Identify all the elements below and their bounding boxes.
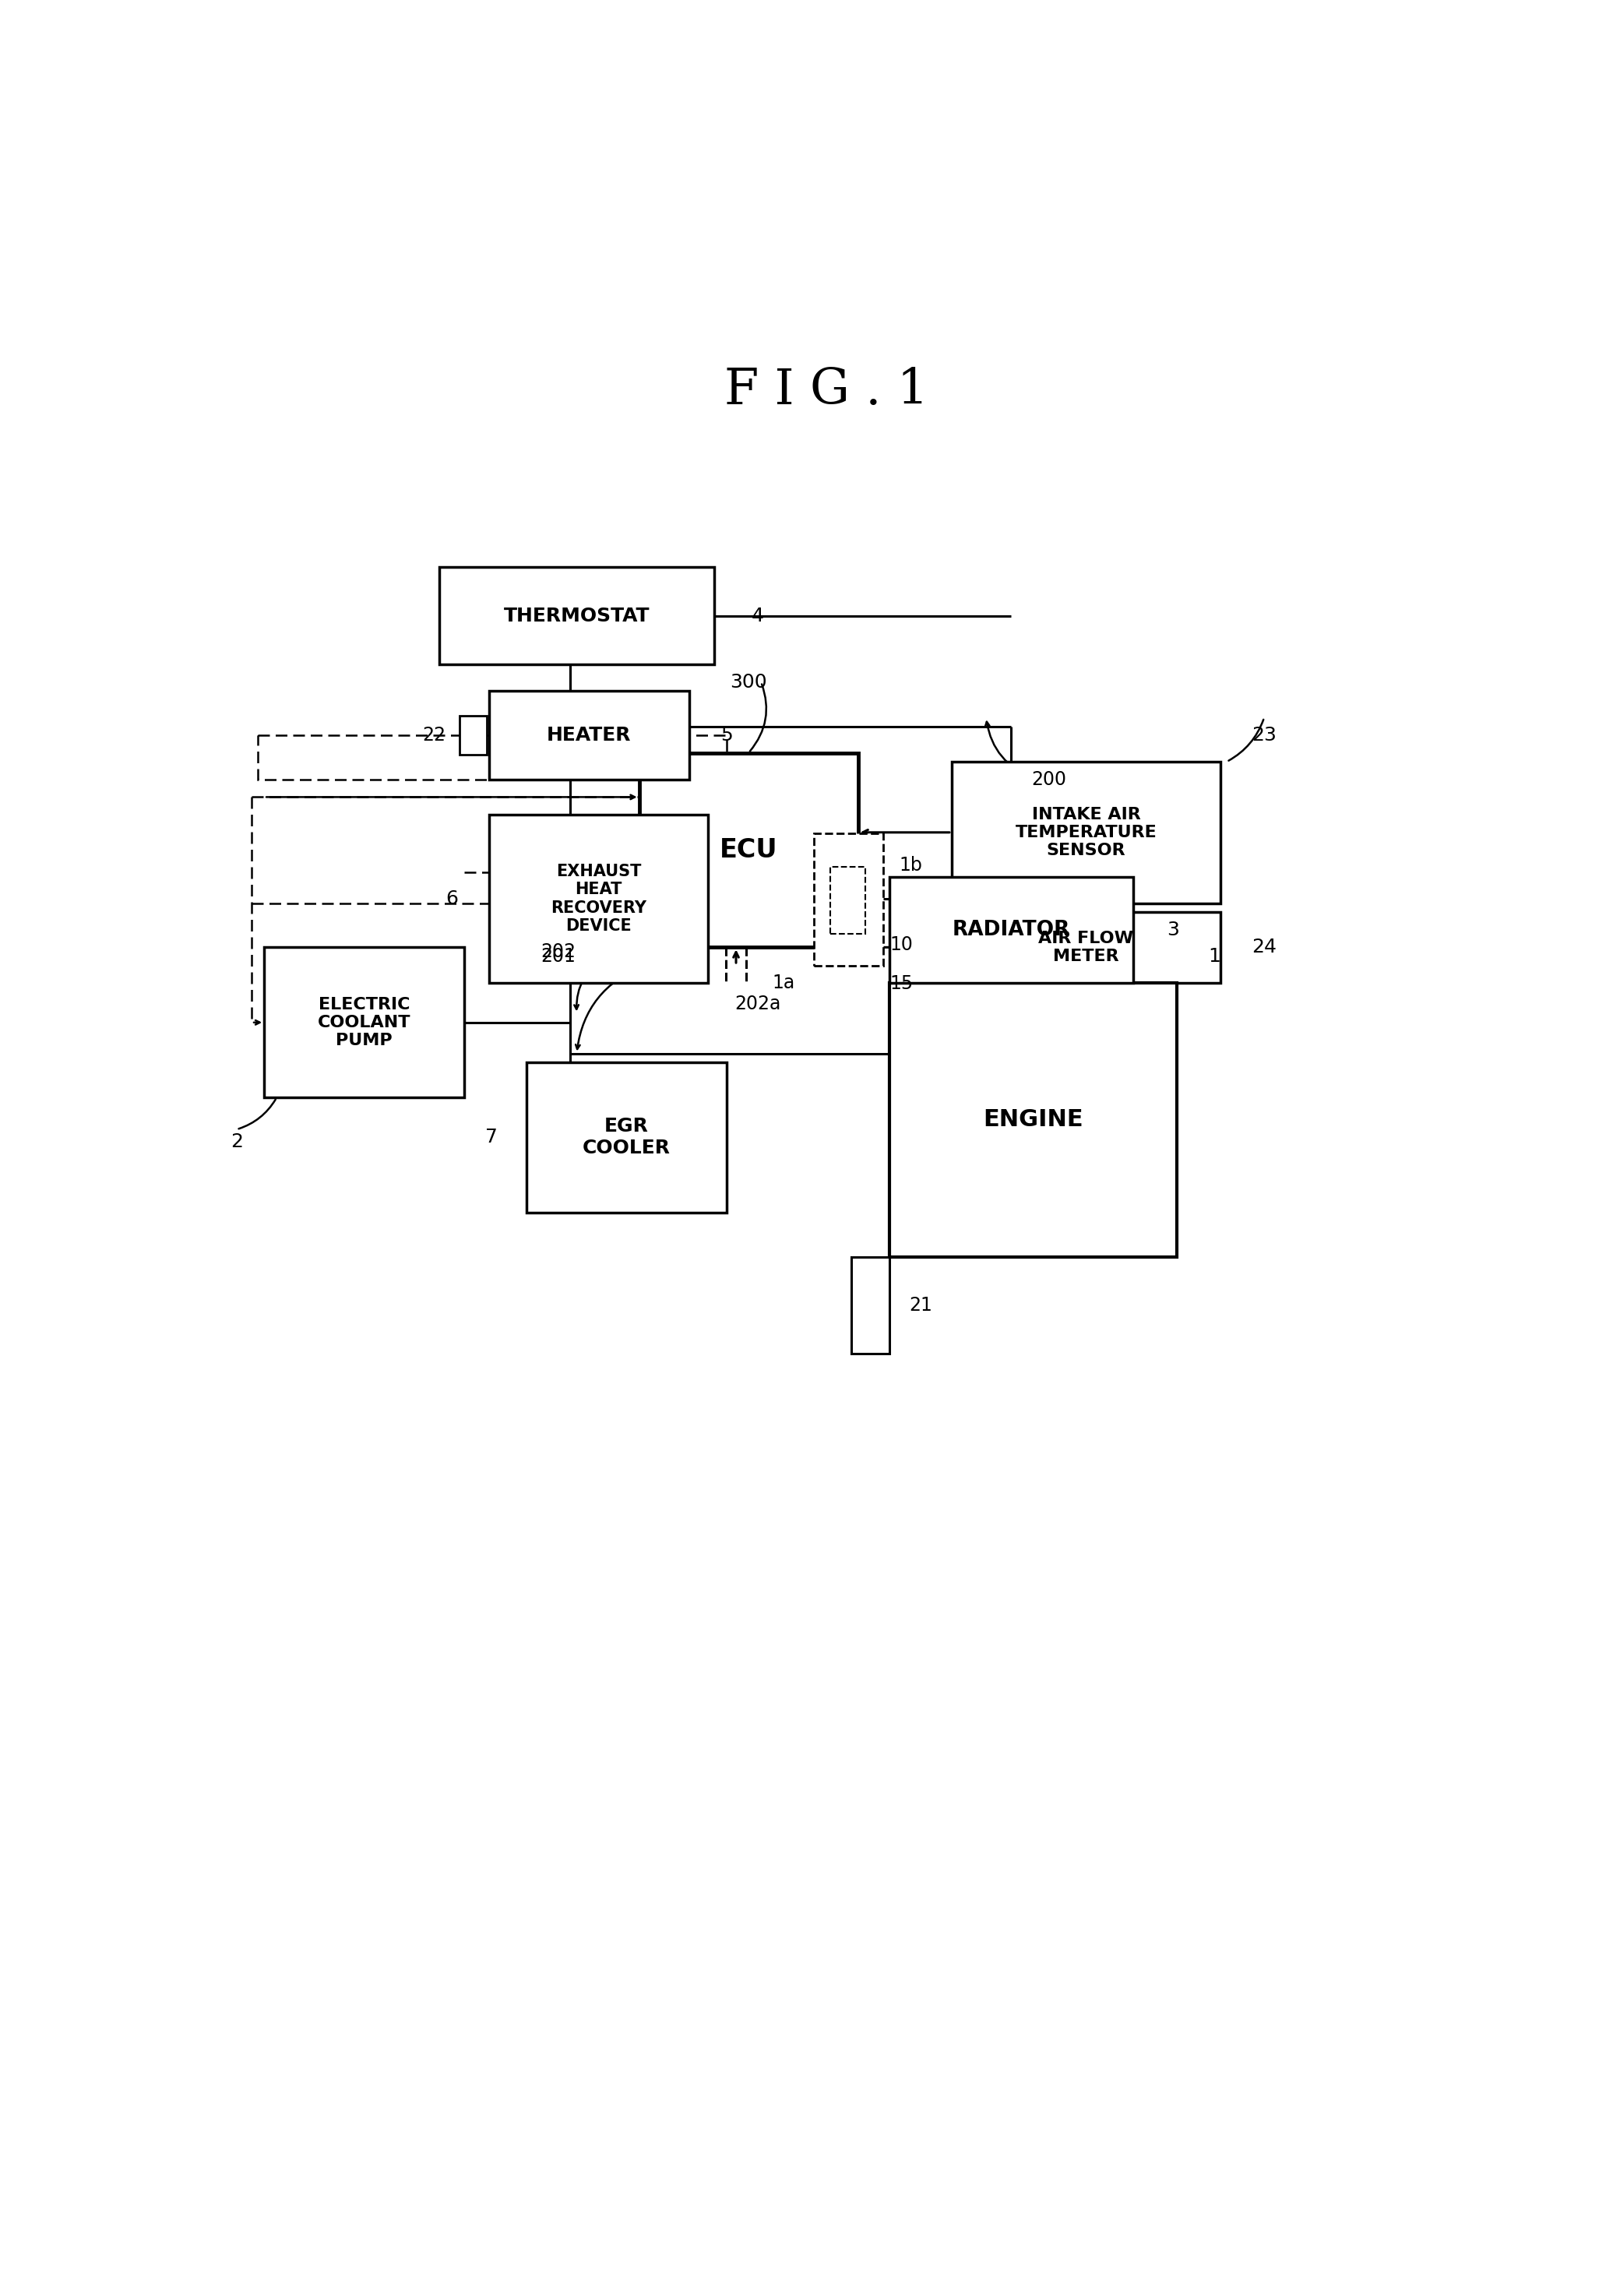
Text: F I G . 1: F I G . 1 (724, 367, 929, 413)
Text: ELECTRIC
COOLANT
PUMP: ELECTRIC COOLANT PUMP (318, 996, 411, 1049)
Text: 1b: 1b (898, 856, 923, 875)
Bar (831, 868, 866, 934)
Text: 1: 1 (1208, 946, 1221, 967)
Text: ENGINE: ENGINE (982, 1109, 1082, 1132)
Text: HEATER: HEATER (547, 726, 631, 744)
Text: 6: 6 (445, 889, 458, 907)
Text: THERMOSTAT: THERMOSTAT (503, 606, 650, 625)
Text: 4: 4 (752, 606, 765, 625)
Text: 15: 15 (890, 974, 913, 992)
FancyBboxPatch shape (526, 1063, 726, 1212)
FancyBboxPatch shape (489, 815, 708, 983)
Text: ECU: ECU (719, 838, 777, 863)
FancyBboxPatch shape (639, 753, 858, 948)
Text: 23: 23 (1252, 726, 1276, 744)
Text: 10: 10 (890, 934, 913, 955)
Bar (815, 833, 882, 967)
FancyBboxPatch shape (265, 948, 465, 1097)
FancyBboxPatch shape (889, 877, 1132, 983)
Text: EGR
COOLER: EGR COOLER (582, 1118, 671, 1157)
Bar (460, 716, 487, 755)
Text: 5: 5 (721, 726, 732, 744)
Text: 22: 22 (423, 726, 445, 744)
FancyBboxPatch shape (439, 567, 715, 664)
Text: 24: 24 (1252, 939, 1276, 957)
Text: 202: 202 (540, 941, 576, 962)
FancyBboxPatch shape (952, 912, 1221, 983)
Text: 202a: 202a (736, 994, 781, 1013)
Text: 2: 2 (231, 1132, 244, 1150)
FancyBboxPatch shape (889, 983, 1177, 1256)
Text: 1a: 1a (773, 974, 795, 992)
Text: 201: 201 (540, 946, 576, 967)
Text: INTAKE AIR
TEMPERATURE
SENSOR: INTAKE AIR TEMPERATURE SENSOR (1015, 806, 1157, 859)
Text: RADIATOR: RADIATOR (952, 918, 1069, 939)
FancyBboxPatch shape (489, 691, 689, 778)
Text: EXHAUST
HEAT
RECOVERY
DEVICE: EXHAUST HEAT RECOVERY DEVICE (550, 863, 647, 934)
Bar (258, 735, 726, 778)
Text: 300: 300 (731, 673, 768, 691)
Text: 200: 200 (1031, 769, 1066, 790)
FancyBboxPatch shape (952, 762, 1221, 902)
Bar (852, 1256, 889, 1355)
Text: 7: 7 (486, 1127, 498, 1146)
Text: 3: 3 (1166, 921, 1179, 939)
Text: 21: 21 (908, 1295, 932, 1316)
Text: AIR FLOW
METER: AIR FLOW METER (1039, 930, 1134, 964)
